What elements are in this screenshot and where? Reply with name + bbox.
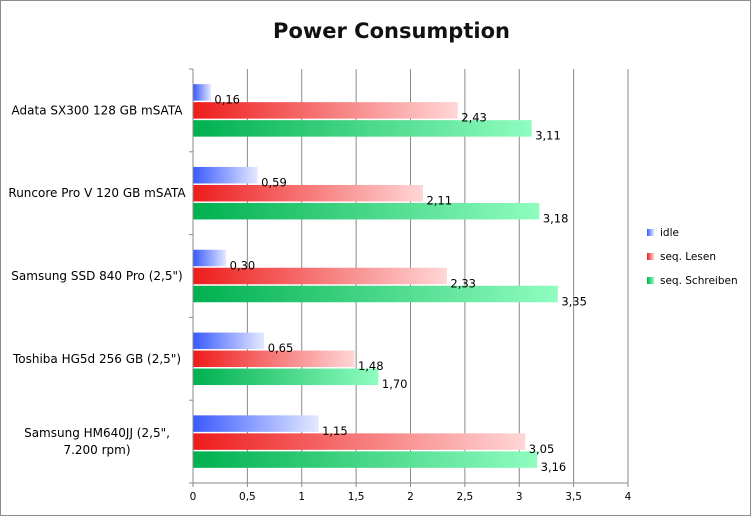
axes: 0 0,5 1 1,5 2 2,5 3 3,5 4 [189, 68, 632, 503]
category-label: Runcore Pro V 120 GB mSATA [8, 186, 186, 200]
bar-seq-schreiben [193, 202, 540, 220]
category-label: Samsung SSD 840 Pro (2,5") [11, 269, 182, 283]
data-label: 1,15 [322, 424, 348, 438]
bar-seq-schreiben [193, 451, 538, 468]
x-tick-label: 4 [625, 491, 632, 503]
x-tick-label: 3,5 [565, 491, 582, 503]
x-tick-label: 2,5 [457, 491, 474, 503]
bar-idle [193, 332, 265, 350]
legend-label: idle [660, 227, 679, 239]
data-label: 1,70 [382, 377, 408, 391]
category-label: Samsung HM640JJ (2,5", [24, 426, 170, 440]
bar-seq-schreiben [193, 368, 379, 386]
bar-seq-schreiben [193, 120, 532, 137]
bar-seq-lesen [193, 433, 526, 450]
data-label: 3,35 [561, 294, 587, 308]
bar-idle [193, 249, 227, 267]
data-label: 3,11 [535, 129, 561, 143]
bar-idle [193, 415, 319, 432]
data-label: 3,16 [541, 460, 567, 474]
data-label: 1,48 [358, 359, 384, 373]
data-label: 0,16 [214, 93, 240, 107]
x-tick-label: 0,5 [239, 491, 256, 503]
data-label: 2,33 [450, 276, 476, 290]
data-label: 0,65 [268, 341, 294, 355]
bar-idle [193, 166, 258, 184]
x-tick-label: 0 [190, 491, 197, 503]
category-label: 7.200 rpm) [63, 443, 130, 457]
x-tick-label: 1 [298, 491, 305, 503]
legend-swatch [647, 277, 654, 284]
bar-seq-lesen [193, 102, 458, 119]
legend-label: seq. Lesen [660, 251, 716, 263]
x-tick-label: 2 [407, 491, 414, 503]
legend-label: seq. Schreiben [660, 275, 738, 287]
data-label: 3,18 [543, 211, 569, 225]
chart-title: Power Consumption [273, 19, 510, 43]
x-tick-label: 1,5 [348, 491, 365, 503]
bars [193, 84, 558, 468]
legend: idle seq. Lesen seq. Schreiben [647, 227, 738, 287]
data-label: 2,43 [461, 111, 487, 125]
legend-swatch [647, 253, 654, 260]
category-label: Toshiba HG5d 256 GB (2,5") [12, 352, 181, 366]
data-label: 2,11 [426, 193, 452, 207]
labels: 0,16 2,43 3,11 Adata SX300 128 GB mSATA 0,59… [8, 93, 587, 474]
bar-seq-schreiben [193, 285, 558, 303]
bar-seq-lesen [193, 184, 423, 202]
category-label: Adata SX300 128 GB mSATA [12, 103, 184, 117]
x-tick-label: 3 [516, 491, 523, 503]
data-label: 0,59 [261, 175, 287, 189]
data-label: 3,05 [529, 442, 555, 456]
bar-seq-lesen [193, 267, 447, 285]
bar-seq-lesen [193, 350, 355, 368]
data-label: 0,30 [230, 258, 256, 272]
legend-swatch [647, 229, 654, 236]
bar-idle [193, 84, 211, 101]
